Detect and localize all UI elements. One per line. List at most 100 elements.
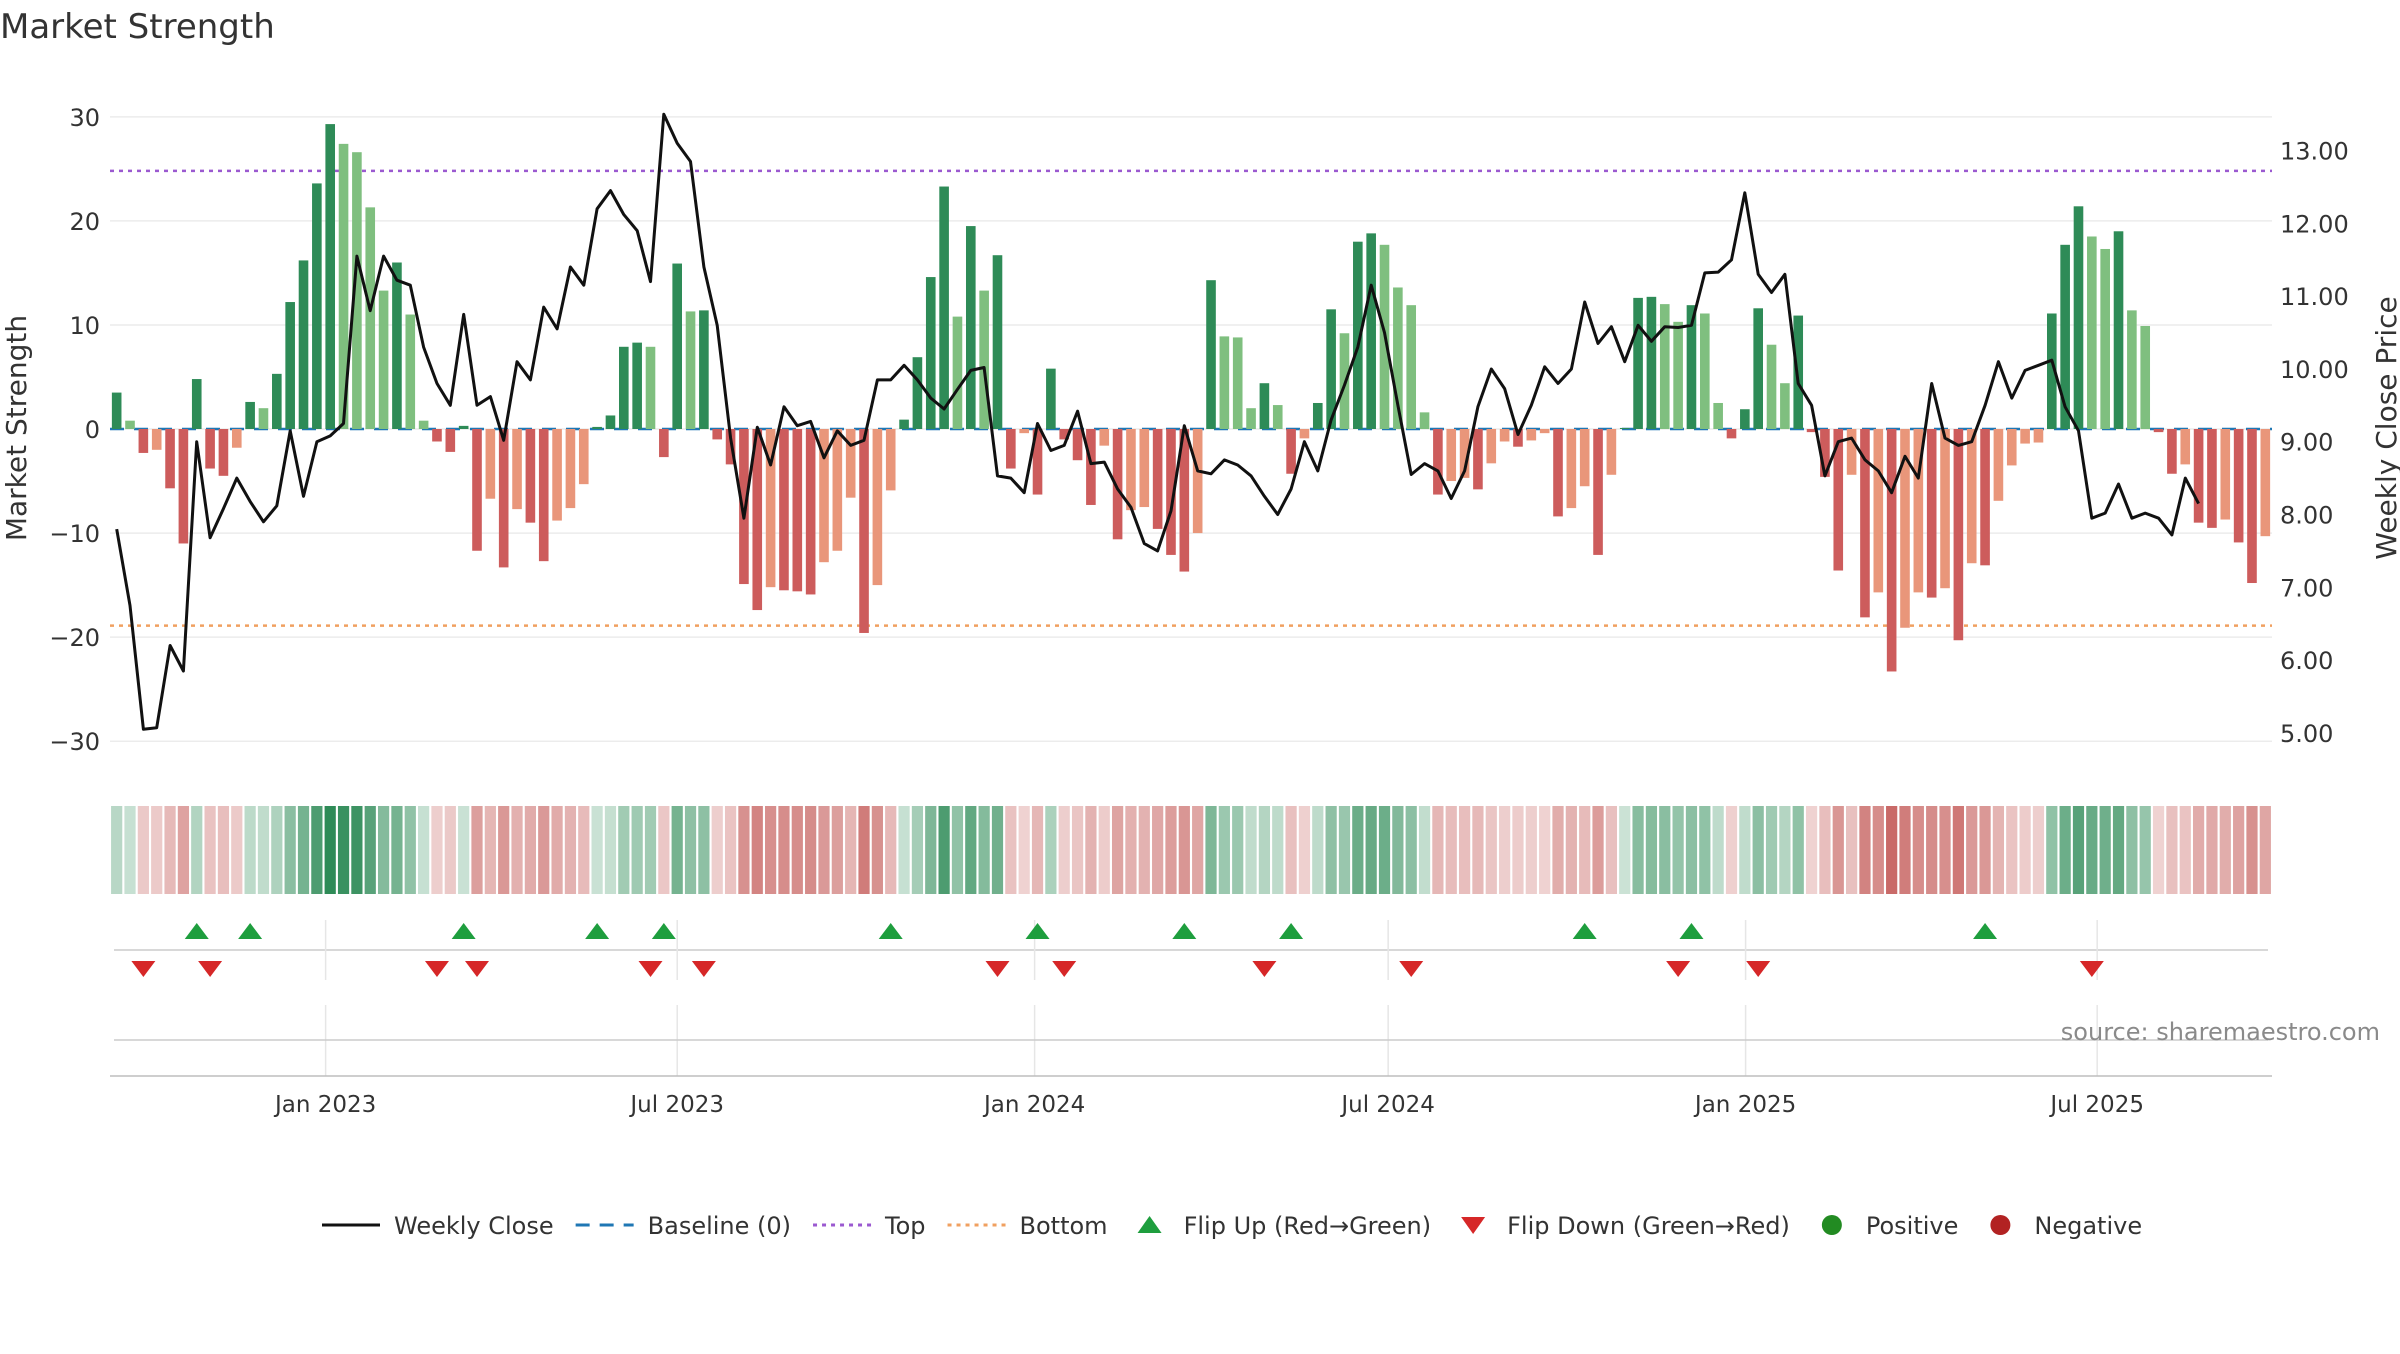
strength-bar-negative — [1966, 429, 1977, 564]
heat-cell-negative — [1872, 806, 1884, 894]
heat-cell-positive — [591, 806, 603, 894]
heat-cell-negative — [1952, 806, 1964, 894]
legend-label: Flip Up (Red→Green) — [1184, 1212, 1432, 1240]
strength-bar-positive — [1419, 412, 1430, 429]
heat-cell-positive — [2046, 806, 2058, 894]
heat-cell-negative — [151, 806, 163, 894]
legend-label: Top — [884, 1212, 926, 1240]
heat-cell-positive — [1739, 806, 1751, 894]
y2-tick-label: 7.00 — [2280, 574, 2333, 602]
strength-bar-negative — [1953, 429, 1964, 641]
heat-cell-negative — [137, 806, 149, 894]
flip-up-marker — [1973, 923, 1998, 939]
heat-cell-negative — [1512, 806, 1524, 894]
y-tick-label: 0 — [85, 416, 100, 444]
flip-down-marker — [1746, 961, 1771, 977]
strength-bar-positive — [2140, 325, 2151, 429]
heat-cell-positive — [1205, 806, 1217, 894]
legend-label: Positive — [1866, 1212, 1959, 1240]
heat-cell-positive — [2126, 806, 2138, 894]
heat-cell-negative — [2246, 806, 2258, 894]
strength-bar-positive — [191, 379, 202, 429]
heat-cell-negative — [658, 806, 670, 894]
heat-cell-negative — [1111, 806, 1124, 894]
strength-bar-positive — [1633, 297, 1643, 429]
strength-bar-negative — [445, 429, 456, 452]
heat-cell-negative — [2166, 806, 2178, 894]
heat-cell-negative — [765, 806, 777, 894]
strength-bar-negative — [151, 429, 162, 450]
strength-bar-negative — [432, 429, 442, 442]
heat-cell-negative — [2152, 806, 2165, 894]
heat-cell-negative — [885, 806, 897, 894]
flip-down-marker — [198, 961, 223, 977]
heat-cell-positive — [311, 806, 323, 894]
strength-bar-negative — [2260, 429, 2271, 537]
legend-label: Negative — [2034, 1212, 2142, 1240]
strength-bar-negative — [1593, 429, 1603, 555]
strength-bar-positive — [365, 207, 376, 429]
heat-cell-positive — [1752, 806, 1764, 894]
heat-cell-negative — [444, 806, 456, 894]
strength-bar-positive — [338, 143, 349, 429]
strength-bar-negative — [1299, 429, 1310, 439]
y2-tick-label: 10.00 — [2280, 356, 2349, 384]
heat-cell-positive — [257, 806, 270, 894]
strength-bar-positive — [1312, 402, 1323, 429]
strength-bar-negative — [1086, 429, 1096, 505]
heat-cell-positive — [191, 806, 203, 894]
strength-bar-negative — [1179, 429, 1190, 572]
heat-cell-positive — [2112, 806, 2125, 894]
flip-up-marker — [184, 923, 209, 939]
strength-bar-negative — [1993, 429, 2004, 501]
y2-tick-label: 13.00 — [2280, 138, 2349, 166]
heat-cell-positive — [618, 806, 630, 894]
heat-cell-positive — [1619, 806, 1631, 894]
strength-bar-negative — [1473, 429, 1483, 490]
strength-bar-negative — [1446, 429, 1457, 482]
strength-bar-negative — [1166, 429, 1176, 555]
heat-cell-negative — [1298, 806, 1311, 894]
heat-cell-positive — [2139, 806, 2151, 894]
strength-bar-negative — [1553, 429, 1563, 517]
heat-cell-positive — [2086, 806, 2098, 894]
heat-cell-negative — [724, 806, 737, 894]
heat-cell-positive — [1699, 806, 1711, 894]
axes: 30 20 10 0 −10 −20 −30 13.00 12.00 11.00 10.00 9.00… — [49, 104, 2348, 756]
heat-cell-positive — [698, 806, 710, 894]
x-tick-label: Jul 2023 — [628, 1092, 724, 1118]
strength-bar-positive — [312, 183, 322, 429]
heat-cell-negative — [2206, 806, 2218, 894]
heat-cell-positive — [1392, 806, 1404, 894]
strength-bar-positive — [1646, 296, 1657, 429]
date-axis: Jan 2023 Jul 2023 Jan 2024 Jul 2024 Jan 2025… — [110, 1075, 2272, 1118]
flip-down-marker — [2079, 961, 2104, 977]
strength-bar-negative — [1860, 429, 1870, 618]
strength-bar-positive — [1366, 233, 1376, 429]
legend-swatch-flip-up — [1137, 1216, 1162, 1233]
strength-bar-negative — [552, 429, 562, 521]
heat-cell-negative — [1445, 806, 1457, 894]
strength-bar-negative — [1820, 429, 1830, 477]
strength-bar-negative — [2247, 429, 2257, 584]
strength-bar-negative — [565, 429, 576, 509]
strength-bar-negative — [525, 429, 536, 523]
heat-cell-negative — [231, 806, 243, 894]
heat-cell-negative — [484, 806, 496, 894]
heat-cell-negative — [217, 806, 230, 894]
strength-bar-negative — [1806, 429, 1817, 433]
heat-cell-negative — [1886, 806, 1898, 894]
strength-bar-negative — [1019, 429, 1029, 434]
x-tick-label: Jan 2025 — [1693, 1092, 1796, 1118]
strength-bar-negative — [819, 429, 829, 563]
heat-cell-positive — [377, 806, 390, 894]
chart-title: Market Strength — [0, 7, 275, 47]
heat-cell-positive — [271, 806, 283, 894]
strength-bar-positive — [111, 392, 122, 429]
strength-bar-negative — [2153, 429, 2164, 433]
heat-cell-negative — [1192, 806, 1204, 894]
heat-cell-negative — [1859, 806, 1871, 894]
strength-bar-positive — [2060, 244, 2070, 429]
